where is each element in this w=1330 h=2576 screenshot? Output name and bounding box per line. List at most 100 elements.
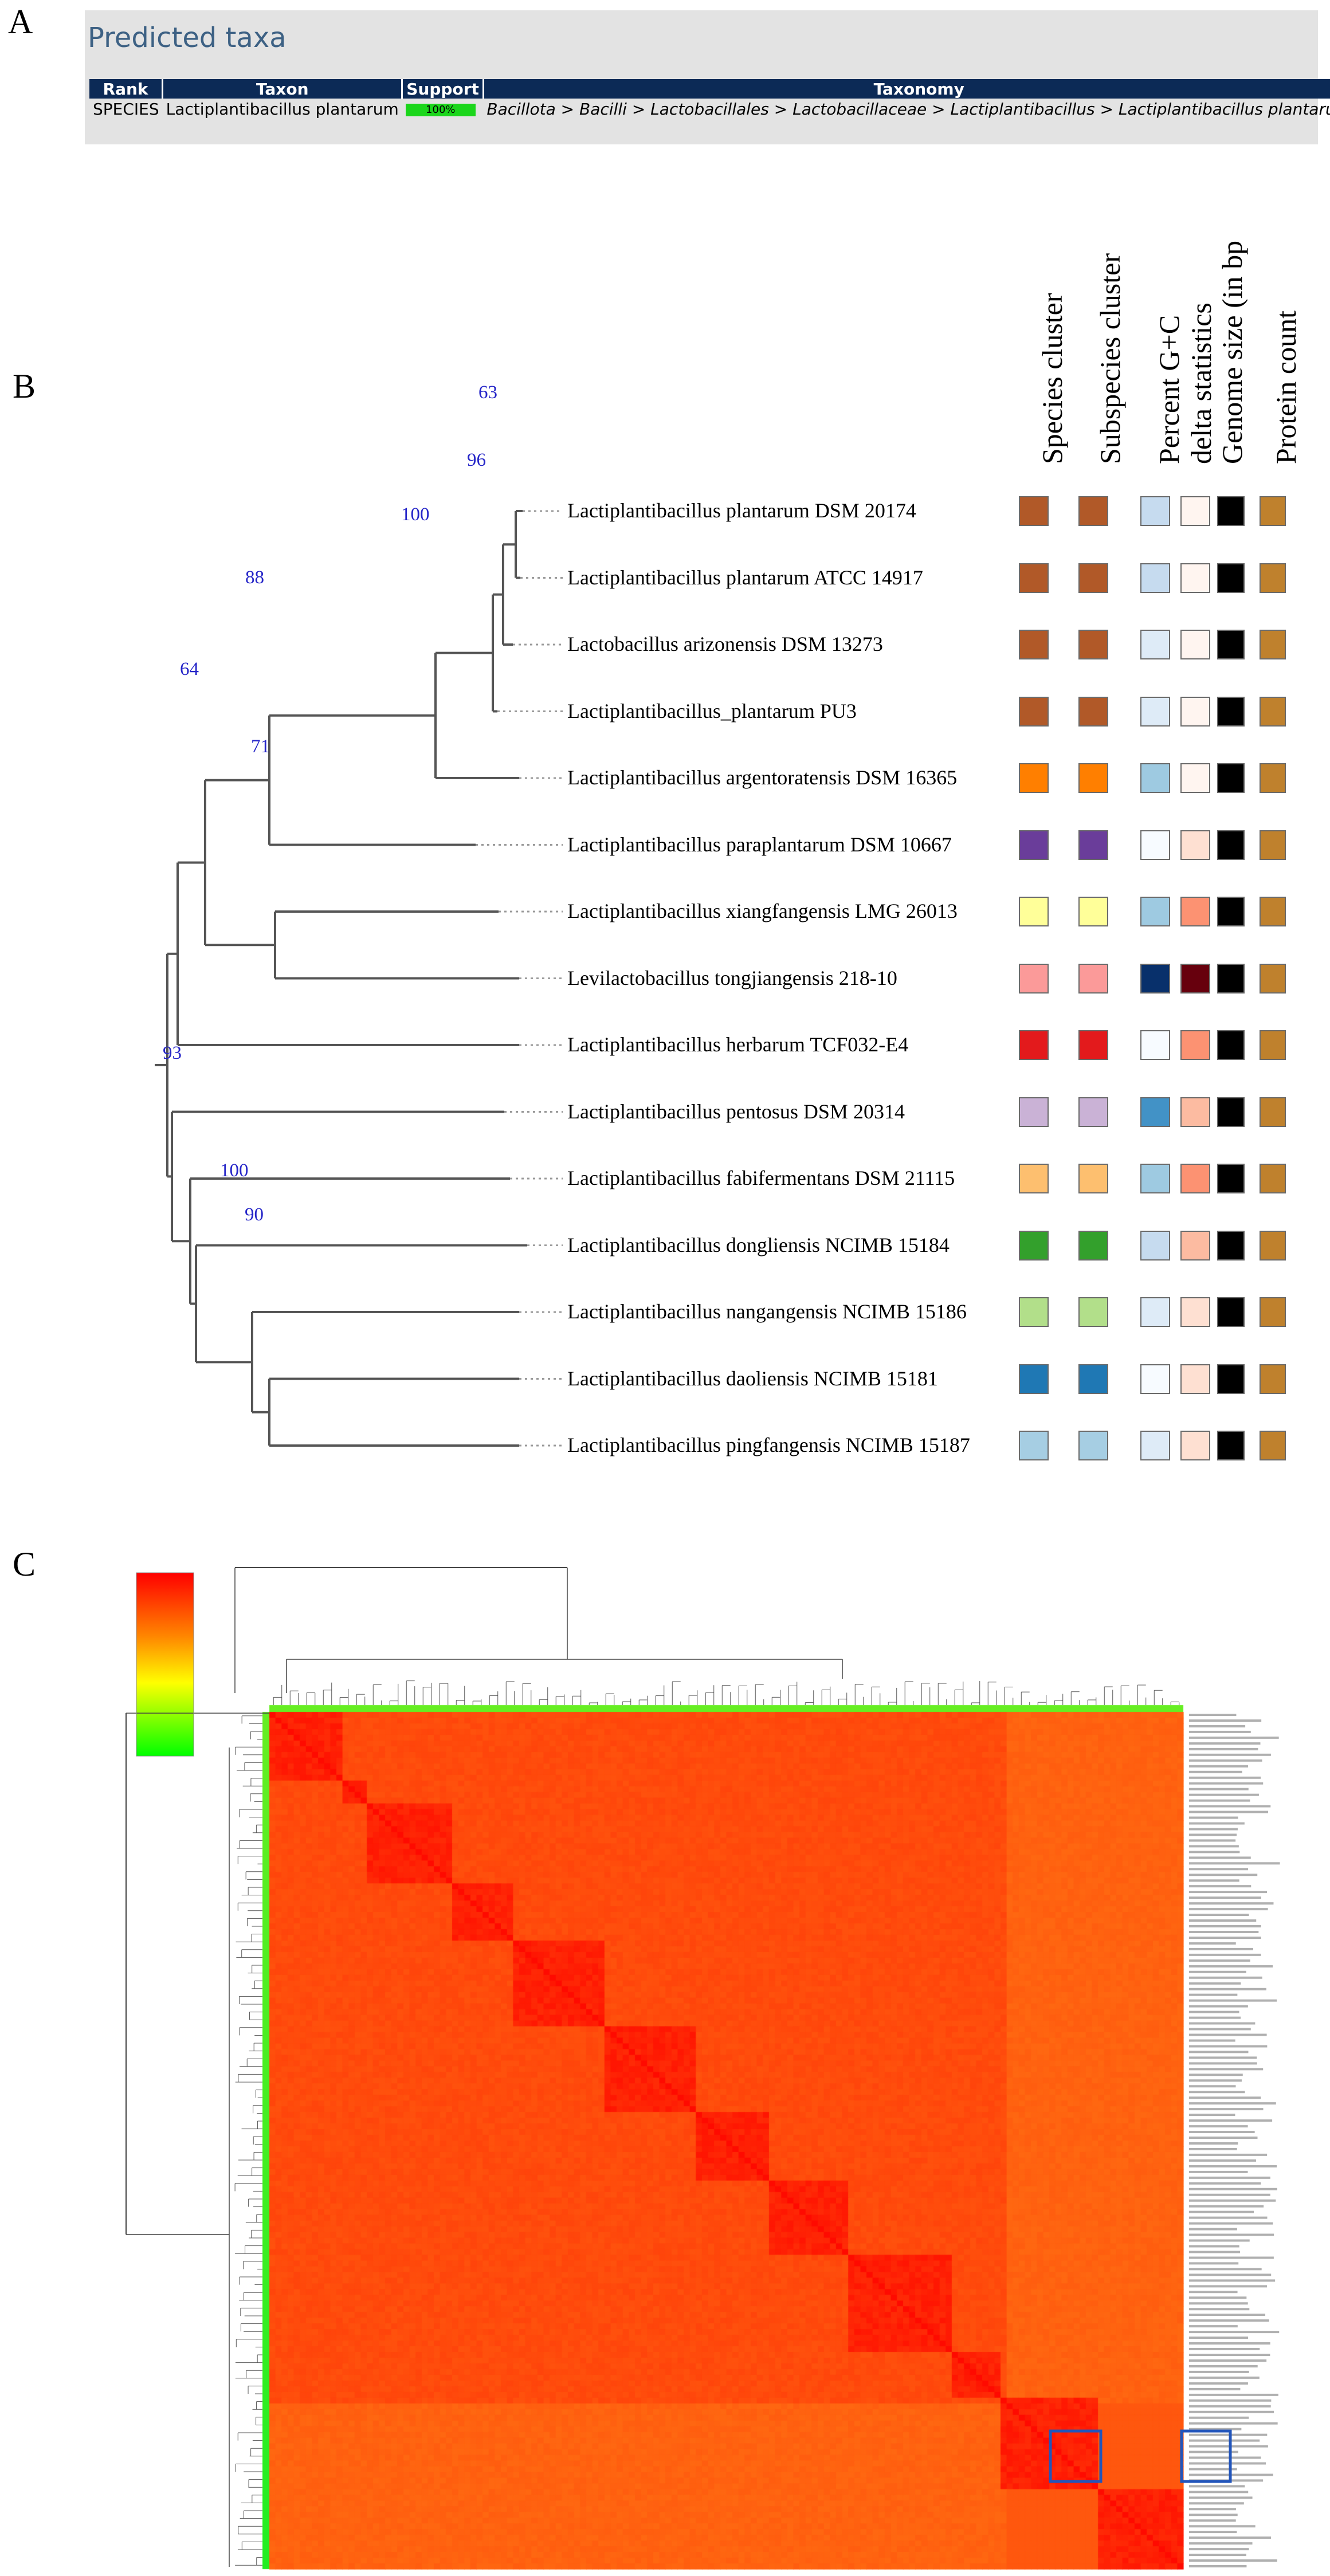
subspecies-swatch xyxy=(1078,1097,1108,1127)
gc-swatch xyxy=(1140,763,1170,793)
protein-swatch xyxy=(1260,1097,1286,1127)
taxon-label: Lactiplantibacillus pingfangensis NCIMB … xyxy=(567,1434,970,1456)
subspecies-swatch xyxy=(1078,1364,1108,1394)
genome-swatch xyxy=(1217,763,1245,793)
bootstrap-value: 64 xyxy=(180,659,199,680)
species-swatch xyxy=(1019,1164,1049,1193)
genome-swatch xyxy=(1217,1030,1245,1060)
taxon-label: Lactiplantibacillus plantarum ATCC 14917 xyxy=(567,566,923,589)
panel-label-b: B xyxy=(13,367,36,405)
protein-swatch xyxy=(1260,563,1286,593)
taxon-label: Levilactobacillus tongjiangensis 218-10 xyxy=(567,966,897,989)
bootstrap-value: 100 xyxy=(401,504,430,525)
phylogenetic-tree xyxy=(155,510,563,1447)
table-header-row: Rank Taxon Support Taxonomy xyxy=(89,79,1330,99)
genome-swatch xyxy=(1217,897,1245,926)
gc-swatch xyxy=(1140,563,1170,593)
delta-swatch xyxy=(1180,1431,1210,1460)
subspecies-swatch xyxy=(1078,897,1108,926)
protein-swatch xyxy=(1260,963,1286,994)
delta-swatch xyxy=(1180,963,1210,994)
protein-swatch xyxy=(1260,496,1286,526)
species-swatch xyxy=(1019,763,1049,793)
predicted-taxa-title: Predicted taxa xyxy=(88,22,287,54)
protein-swatch xyxy=(1260,1364,1286,1394)
cell-taxon: Lactiplantibacillus plantarum xyxy=(166,99,399,119)
protein-swatch xyxy=(1260,1030,1286,1060)
protein-swatch xyxy=(1260,696,1286,727)
protein-swatch xyxy=(1260,897,1286,926)
delta-swatch xyxy=(1180,830,1210,860)
delta-swatch xyxy=(1180,1097,1210,1127)
subspecies-swatch xyxy=(1078,696,1108,727)
genome-swatch xyxy=(1217,1230,1245,1260)
header-taxon: Taxon xyxy=(162,79,403,99)
gc-swatch xyxy=(1140,1030,1170,1060)
species-swatch xyxy=(1019,830,1049,860)
highlight-box xyxy=(1180,2429,1232,2483)
genome-swatch xyxy=(1217,630,1245,659)
taxon-label: Lactiplantibacillus pentosus DSM 20314 xyxy=(567,1099,905,1123)
bootstrap-value: 96 xyxy=(467,450,486,470)
heatmap-overlay xyxy=(125,1567,1280,2568)
protein-swatch xyxy=(1260,1297,1286,1327)
genome-swatch xyxy=(1217,563,1245,593)
species-swatch xyxy=(1019,1297,1049,1327)
bootstrap-value: 90 xyxy=(245,1204,264,1225)
subspecies-swatch xyxy=(1078,630,1108,659)
header-taxonomy: Taxonomy xyxy=(483,79,1330,99)
taxon-label: Lactiplantibacillus_plantarum PU3 xyxy=(567,699,857,722)
subspecies-swatch xyxy=(1078,963,1108,994)
subspecies-swatch xyxy=(1078,763,1108,793)
species-swatch xyxy=(1019,1030,1049,1060)
delta-swatch xyxy=(1180,630,1210,659)
species-swatch xyxy=(1019,897,1049,926)
taxon-label: Lactiplantibacillus plantarum DSM 20174 xyxy=(567,499,916,522)
protein-swatch xyxy=(1260,630,1286,659)
color-legend xyxy=(136,1572,194,1757)
table-row: SPECIES Lactiplantibacillus plantarum 10… xyxy=(89,99,1330,119)
subspecies-swatch xyxy=(1078,830,1108,860)
subspecies-swatch xyxy=(1078,496,1108,526)
bootstrap-value: 63 xyxy=(478,382,497,403)
species-swatch xyxy=(1019,496,1049,526)
taxon-label: Lactobacillus arizonensis DSM 13273 xyxy=(567,633,883,655)
cell-taxonomy: Bacillota > Bacilli > Lactobacillales > … xyxy=(487,99,1330,119)
gc-swatch xyxy=(1140,830,1170,860)
delta-swatch xyxy=(1180,1030,1210,1060)
gc-swatch xyxy=(1140,897,1170,926)
species-swatch xyxy=(1019,1097,1049,1127)
gc-swatch xyxy=(1140,963,1170,994)
header-support: Support xyxy=(402,79,484,99)
delta-swatch xyxy=(1180,1230,1210,1260)
gc-swatch xyxy=(1140,1297,1170,1327)
genome-swatch xyxy=(1217,830,1245,860)
gc-swatch xyxy=(1140,1364,1170,1394)
taxon-label: Lactiplantibacillus paraplantarum DSM 10… xyxy=(567,833,952,856)
genome-swatch xyxy=(1217,963,1245,994)
ani-heatmap-panel xyxy=(0,1547,1330,2576)
subspecies-swatch xyxy=(1078,563,1108,593)
panel-label-a: A xyxy=(8,3,33,41)
cell-rank: SPECIES xyxy=(93,99,159,119)
gc-swatch xyxy=(1140,1230,1170,1260)
protein-swatch xyxy=(1260,830,1286,860)
delta-swatch xyxy=(1180,1164,1210,1193)
taxon-label: Lactiplantibacillus herbarum TCF032-E4 xyxy=(567,1033,909,1056)
protein-swatch xyxy=(1260,1164,1286,1193)
bootstrap-value: 88 xyxy=(245,567,264,588)
protein-swatch xyxy=(1260,763,1286,793)
delta-swatch xyxy=(1180,897,1210,926)
genome-swatch xyxy=(1217,1297,1245,1327)
taxon-label: Lactiplantibacillus argentoratensis DSM … xyxy=(567,766,958,789)
species-swatch xyxy=(1019,696,1049,727)
predicted-taxa-panel: Predicted taxa Rank Taxon Support Taxono… xyxy=(85,10,1330,144)
taxon-label: Lactiplantibacillus daoliensis NCIMB 151… xyxy=(567,1366,938,1390)
gc-swatch xyxy=(1140,496,1170,526)
delta-swatch xyxy=(1180,563,1210,593)
genome-swatch xyxy=(1217,1164,1245,1193)
bootstrap-value: 71 xyxy=(251,736,270,757)
subspecies-swatch xyxy=(1078,1030,1108,1060)
subspecies-swatch xyxy=(1078,1431,1108,1460)
bootstrap-value: 100 xyxy=(220,1160,249,1181)
